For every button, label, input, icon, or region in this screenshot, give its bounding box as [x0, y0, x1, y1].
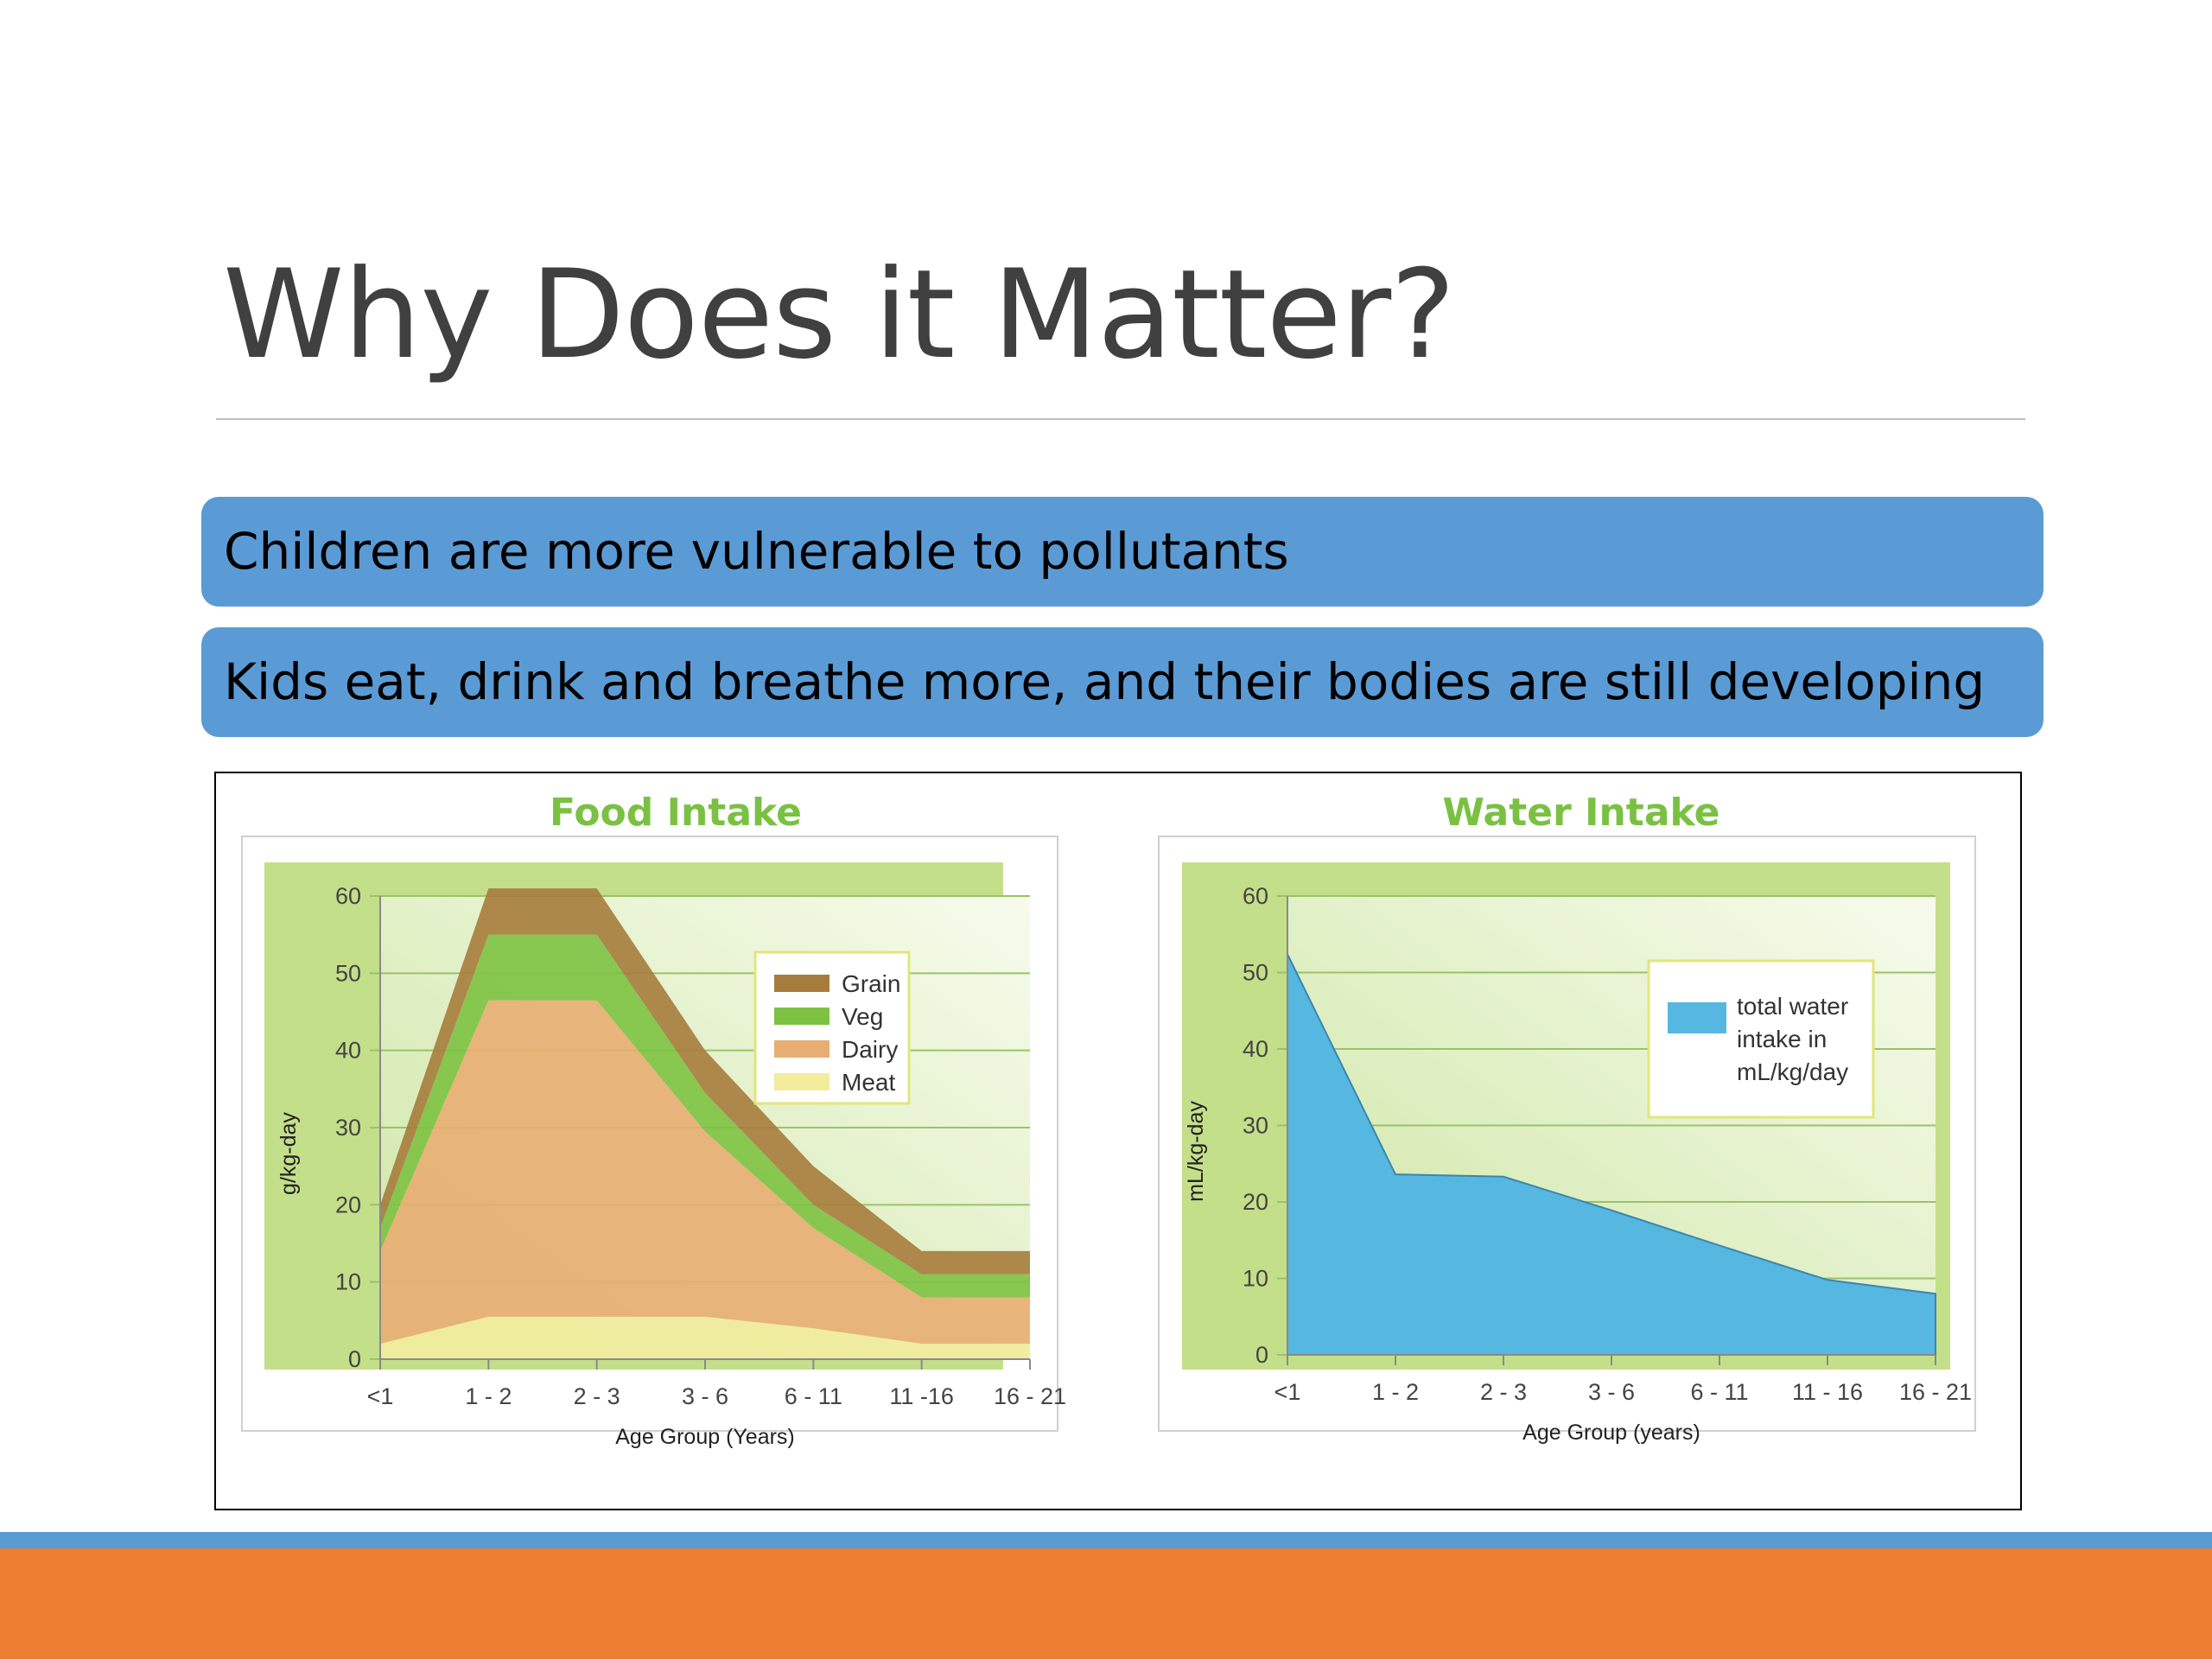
charts-canvas: Food Intake 0 10 20 30 40 50 60 <1 1 - 2 2 - 3 3 - … [241, 791, 1976, 1449]
food-chart-title: Food Intake [550, 791, 802, 835]
footer-orange-band [0, 1548, 2212, 1659]
legend-swatch-grain [774, 975, 830, 992]
water-ytick-10: 10 [1243, 1266, 1268, 1292]
slide-title: Why Does it Matter? [223, 244, 1456, 386]
food-intake-chart: Food Intake 0 10 20 30 40 50 60 <1 1 - 2 2 - 3 3 - … [241, 791, 1066, 1449]
water-xtick-2-3: 2 - 3 [1480, 1379, 1527, 1405]
food-xtick-16-21: 16 - 21 [994, 1383, 1066, 1409]
legend-label-meat: Meat [842, 1069, 895, 1096]
water-y-axis-label: mL/kg-day [1184, 1101, 1208, 1202]
water-xtick-11-16: 11 - 16 [1792, 1379, 1863, 1405]
legend-swatch-veg [774, 1007, 830, 1025]
legend-swatch-meat [774, 1073, 830, 1090]
food-xtick-1-2: 1 - 2 [465, 1383, 512, 1409]
food-xtick-6-11: 6 - 11 [785, 1383, 842, 1409]
legend-swatch-water [1668, 1002, 1726, 1033]
water-ytick-20: 20 [1243, 1189, 1268, 1215]
legend-label-veg: Veg [842, 1003, 883, 1030]
legend-label-dairy: Dairy [842, 1036, 898, 1063]
food-area-grain [380, 888, 1030, 1274]
food-area-dairy [380, 1000, 1030, 1344]
food-y-axis-label: g/kg-day [276, 1112, 301, 1195]
food-ytick-60: 60 [335, 883, 361, 909]
food-legend: Grain Veg Dairy Meat [753, 950, 911, 1105]
water-ytick-0: 0 [1255, 1342, 1268, 1368]
water-ytick-50: 50 [1243, 960, 1268, 986]
legend-label-line-2: mL/kg/day [1737, 1058, 1848, 1085]
water-ytick-40: 40 [1243, 1036, 1268, 1062]
water-ytick-30: 30 [1243, 1113, 1268, 1139]
food-ytick-40: 40 [335, 1038, 361, 1064]
food-ytick-10: 10 [335, 1269, 361, 1295]
water-intake-chart: Water Intake 0 10 20 30 40 50 60 <1 1 - 2 2 - 3 3 -… [1158, 791, 1976, 1445]
legend-label-line-0: total water [1737, 993, 1848, 1020]
food-xtick-1: <1 [367, 1383, 394, 1409]
food-xtick-2-3: 2 - 3 [574, 1383, 620, 1409]
title-divider [216, 418, 2025, 420]
water-xtick-16-21: 16 - 21 [1899, 1379, 1972, 1405]
water-chart-title: Water Intake [1443, 791, 1720, 835]
food-ytick-30: 30 [335, 1115, 361, 1141]
food-xtick-3-6: 3 - 6 [682, 1383, 728, 1409]
intake-charts-figure: Food Intake 0 10 20 30 40 50 60 <1 1 - 2 2 - 3 3 - … [214, 772, 2022, 1510]
food-ytick-0: 0 [348, 1346, 361, 1372]
legend-label-grain: Grain [842, 970, 900, 997]
legend-label-water: total water intake in mL/kg/day [1737, 993, 1848, 1085]
water-x-axis-label: Age Group (years) [1522, 1421, 1700, 1445]
food-ytick-50: 50 [335, 960, 361, 986]
bullet-kids-eat-drink: Kids eat, drink and breathe more, and th… [201, 627, 2044, 737]
food-x-axis-label: Age Group (Years) [615, 1425, 795, 1449]
footer-blue-band [0, 1532, 2212, 1548]
water-xtick-3-6: 3 - 6 [1588, 1379, 1635, 1405]
food-xtick-11-16: 11 -16 [889, 1383, 954, 1409]
food-area-veg [380, 934, 1030, 1298]
water-xtick-1-2: 1 - 2 [1372, 1379, 1419, 1405]
food-ytick-20: 20 [335, 1192, 361, 1217]
water-ytick-60: 60 [1243, 883, 1268, 909]
legend-swatch-dairy [774, 1040, 830, 1058]
water-xtick-6-11: 6 - 11 [1690, 1379, 1748, 1405]
water-legend: total water intake in mL/kg/day [1647, 959, 1875, 1119]
legend-label-line-1: intake in [1737, 1026, 1827, 1052]
water-legend-box [1647, 959, 1875, 1119]
food-area-meat [380, 1316, 1030, 1359]
water-area-total-water-intake-in-ml-kg-day [1287, 953, 1936, 1356]
bullet-vulnerable: Children are more vulnerable to pollutan… [201, 497, 2044, 607]
water-xtick-1: <1 [1274, 1379, 1301, 1405]
